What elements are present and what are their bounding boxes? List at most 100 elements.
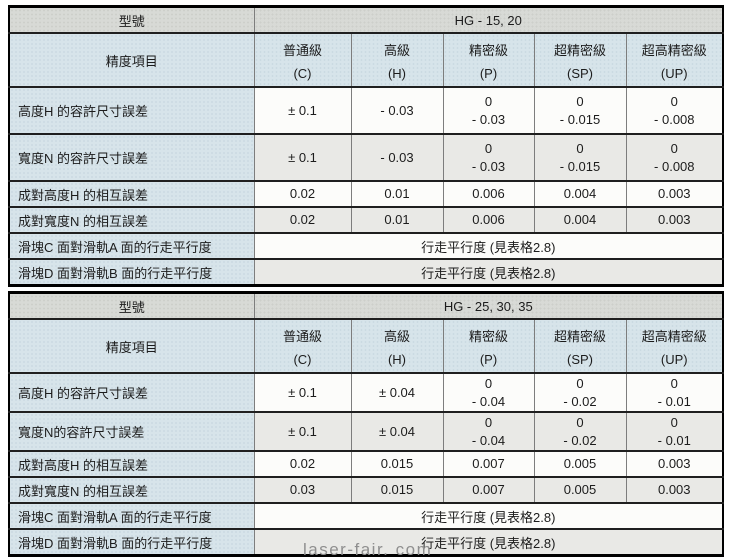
grade-code: (UP) <box>660 65 688 81</box>
merged-cell-value: 行走平行度 (見表格2.8) <box>253 528 724 556</box>
grade-header-h: 高級 (H) <box>350 318 443 373</box>
grade-name: 超高精密級 <box>641 42 707 58</box>
grade-header-c: 普通級 (C) <box>253 318 351 373</box>
row-label: 成對高度H 的相互誤差 <box>9 450 254 477</box>
merged-cell-value: 行走平行度 (見表格2.8) <box>253 232 724 259</box>
model-row: 型號 HG - 25, 30, 35 <box>9 292 724 319</box>
cell-value: ± 0.04 <box>350 411 443 451</box>
model-number-value: HG - 15, 20 <box>253 6 724 33</box>
cell-value: 0 - 0.04 <box>442 411 534 451</box>
accuracy-item-label: 精度項目 <box>9 32 254 87</box>
cell-value: 0.015 <box>350 476 443 503</box>
cell-value: 0 - 0.008 <box>625 86 724 134</box>
precision-table-hg-15-20: 型號 HG - 15, 20 精度項目 普通級 (C) 高級 (H) 精密級 (… <box>8 5 725 287</box>
grade-name: 超高精密級 <box>641 328 707 344</box>
cell-value: 0.003 <box>625 450 724 477</box>
cell-value: ± 0.1 <box>253 86 351 134</box>
grade-code: (SP) <box>567 351 593 367</box>
grade-name: 精密級 <box>468 328 508 344</box>
row-label: 成對寬度N 的相互誤差 <box>9 206 254 233</box>
table-row-height-variation: 成對高度H 的相互誤差 0.02 0.01 0.006 0.004 0.003 <box>9 180 724 207</box>
table-row-parallelism-c-a: 滑塊C 面對滑軌A 面的行走平行度 行走平行度 (見表格2.8) <box>9 502 724 529</box>
cell-value: 0.02 <box>253 450 351 477</box>
grade-header-sp: 超精密級 (SP) <box>533 32 626 87</box>
cell-value: ± 0.1 <box>253 372 351 412</box>
cell-value: 0 - 0.015 <box>533 86 626 134</box>
cell-value: 0.007 <box>442 450 534 477</box>
row-label: 高度H 的容許尺寸誤差 <box>9 372 254 412</box>
cell-value: - 0.03 <box>350 133 443 181</box>
grade-code: (C) <box>293 351 312 367</box>
grade-code: (P) <box>479 65 498 81</box>
row-label: 滑塊D 面對滑軌B 面的行走平行度 <box>9 258 254 286</box>
table-row-width-tolerance: 寬度N的容許尺寸誤差 ± 0.1 ± 0.04 0 - 0.04 0 - 0.0… <box>9 411 724 451</box>
cell-value: 0 - 0.02 <box>533 372 626 412</box>
cell-value: 0.003 <box>625 206 724 233</box>
table-row-parallelism-d-b: 滑塊D 面對滑軌B 面的行走平行度 行走平行度 (見表格2.8) <box>9 528 724 556</box>
cell-value: 0 - 0.02 <box>533 411 626 451</box>
cell-value: 0.03 <box>253 476 351 503</box>
cell-value: 0.003 <box>625 180 724 207</box>
grade-name: 精密級 <box>468 42 508 58</box>
row-label: 成對高度H 的相互誤差 <box>9 180 254 207</box>
row-label: 高度H 的容許尺寸誤差 <box>9 86 254 134</box>
grade-name: 高級 <box>383 328 410 344</box>
row-label: 滑塊C 面對滑軌A 面的行走平行度 <box>9 232 254 259</box>
grade-header-up: 超高精密級 (UP) <box>625 32 724 87</box>
model-row: 型號 HG - 15, 20 <box>9 6 724 33</box>
grade-code: (H) <box>387 351 407 367</box>
row-label: 寬度N 的容許尺寸誤差 <box>9 133 254 181</box>
cell-value: 0.005 <box>533 450 626 477</box>
cell-value: 0.005 <box>533 476 626 503</box>
grade-header-row: 精度項目 普通級 (C) 高級 (H) 精密級 (P) 超精密級 (SP) <box>9 318 724 373</box>
table-row-width-variation: 成對寬度N 的相互誤差 0.03 0.015 0.007 0.005 0.003 <box>9 476 724 503</box>
grade-name: 普通級 <box>282 328 322 344</box>
cell-value: 0.01 <box>350 206 443 233</box>
cell-value: 0.02 <box>253 206 351 233</box>
table-row-height-tolerance: 高度H 的容許尺寸誤差 ± 0.1 ± 0.04 0 - 0.04 0 - 0.… <box>9 372 724 412</box>
cell-value: ± 0.1 <box>253 133 351 181</box>
cell-value: 0.007 <box>442 476 534 503</box>
grade-code: (SP) <box>567 65 593 81</box>
cell-value: - 0.03 <box>350 86 443 134</box>
cell-value: ± 0.04 <box>350 372 443 412</box>
table-row-parallelism-c-a: 滑塊C 面對滑軌A 面的行走平行度 行走平行度 (見表格2.8) <box>9 232 724 259</box>
grade-header-p: 精密級 (P) <box>442 318 534 373</box>
grade-header-row: 精度項目 普通級 (C) 高級 (H) 精密級 (P) 超精密級 (SP) <box>9 32 724 87</box>
grade-name: 高級 <box>383 42 410 58</box>
cell-value: 0.01 <box>350 180 443 207</box>
cell-value: 0.006 <box>442 206 534 233</box>
cell-value: 0 - 0.04 <box>442 372 534 412</box>
cell-value: 0.02 <box>253 180 351 207</box>
grade-code: (UP) <box>660 351 688 367</box>
row-label: 成對寬度N 的相互誤差 <box>9 476 254 503</box>
grade-header-sp: 超精密級 (SP) <box>533 318 626 373</box>
grade-name: 普通級 <box>282 42 322 58</box>
cell-value: 0.004 <box>533 206 626 233</box>
grade-code: (P) <box>479 351 498 367</box>
model-number-label: 型號 <box>9 292 254 319</box>
cell-value: 0 - 0.03 <box>442 86 534 134</box>
grade-name: 超精密級 <box>553 42 606 58</box>
merged-cell-value: 行走平行度 (見表格2.8) <box>253 502 724 529</box>
row-label: 滑塊D 面對滑軌B 面的行走平行度 <box>9 528 254 556</box>
grade-header-c: 普通級 (C) <box>253 32 351 87</box>
cell-value: 0 - 0.01 <box>625 372 724 412</box>
cell-value: 0 - 0.03 <box>442 133 534 181</box>
precision-table-hg-25-30-35: 型號 HG - 25, 30, 35 精度項目 普通級 (C) 高級 (H) 精… <box>8 291 725 557</box>
table-row-parallelism-d-b: 滑塊D 面對滑軌B 面的行走平行度 行走平行度 (見表格2.8) <box>9 258 724 286</box>
table-row-height-variation: 成對高度H 的相互誤差 0.02 0.015 0.007 0.005 0.003 <box>9 450 724 477</box>
grade-code: (C) <box>293 65 312 81</box>
cell-value: 0 - 0.015 <box>533 133 626 181</box>
model-number-label: 型號 <box>9 6 254 33</box>
table-row-width-variation: 成對寬度N 的相互誤差 0.02 0.01 0.006 0.004 0.003 <box>9 206 724 233</box>
cell-value: 0 - 0.008 <box>625 133 724 181</box>
row-label: 寬度N的容許尺寸誤差 <box>9 411 254 451</box>
grade-header-p: 精密級 (P) <box>442 32 534 87</box>
grade-header-h: 高級 (H) <box>350 32 443 87</box>
cell-value: 0.006 <box>442 180 534 207</box>
cell-value: 0.015 <box>350 450 443 477</box>
accuracy-item-label: 精度項目 <box>9 318 254 373</box>
grade-code: (H) <box>387 65 407 81</box>
